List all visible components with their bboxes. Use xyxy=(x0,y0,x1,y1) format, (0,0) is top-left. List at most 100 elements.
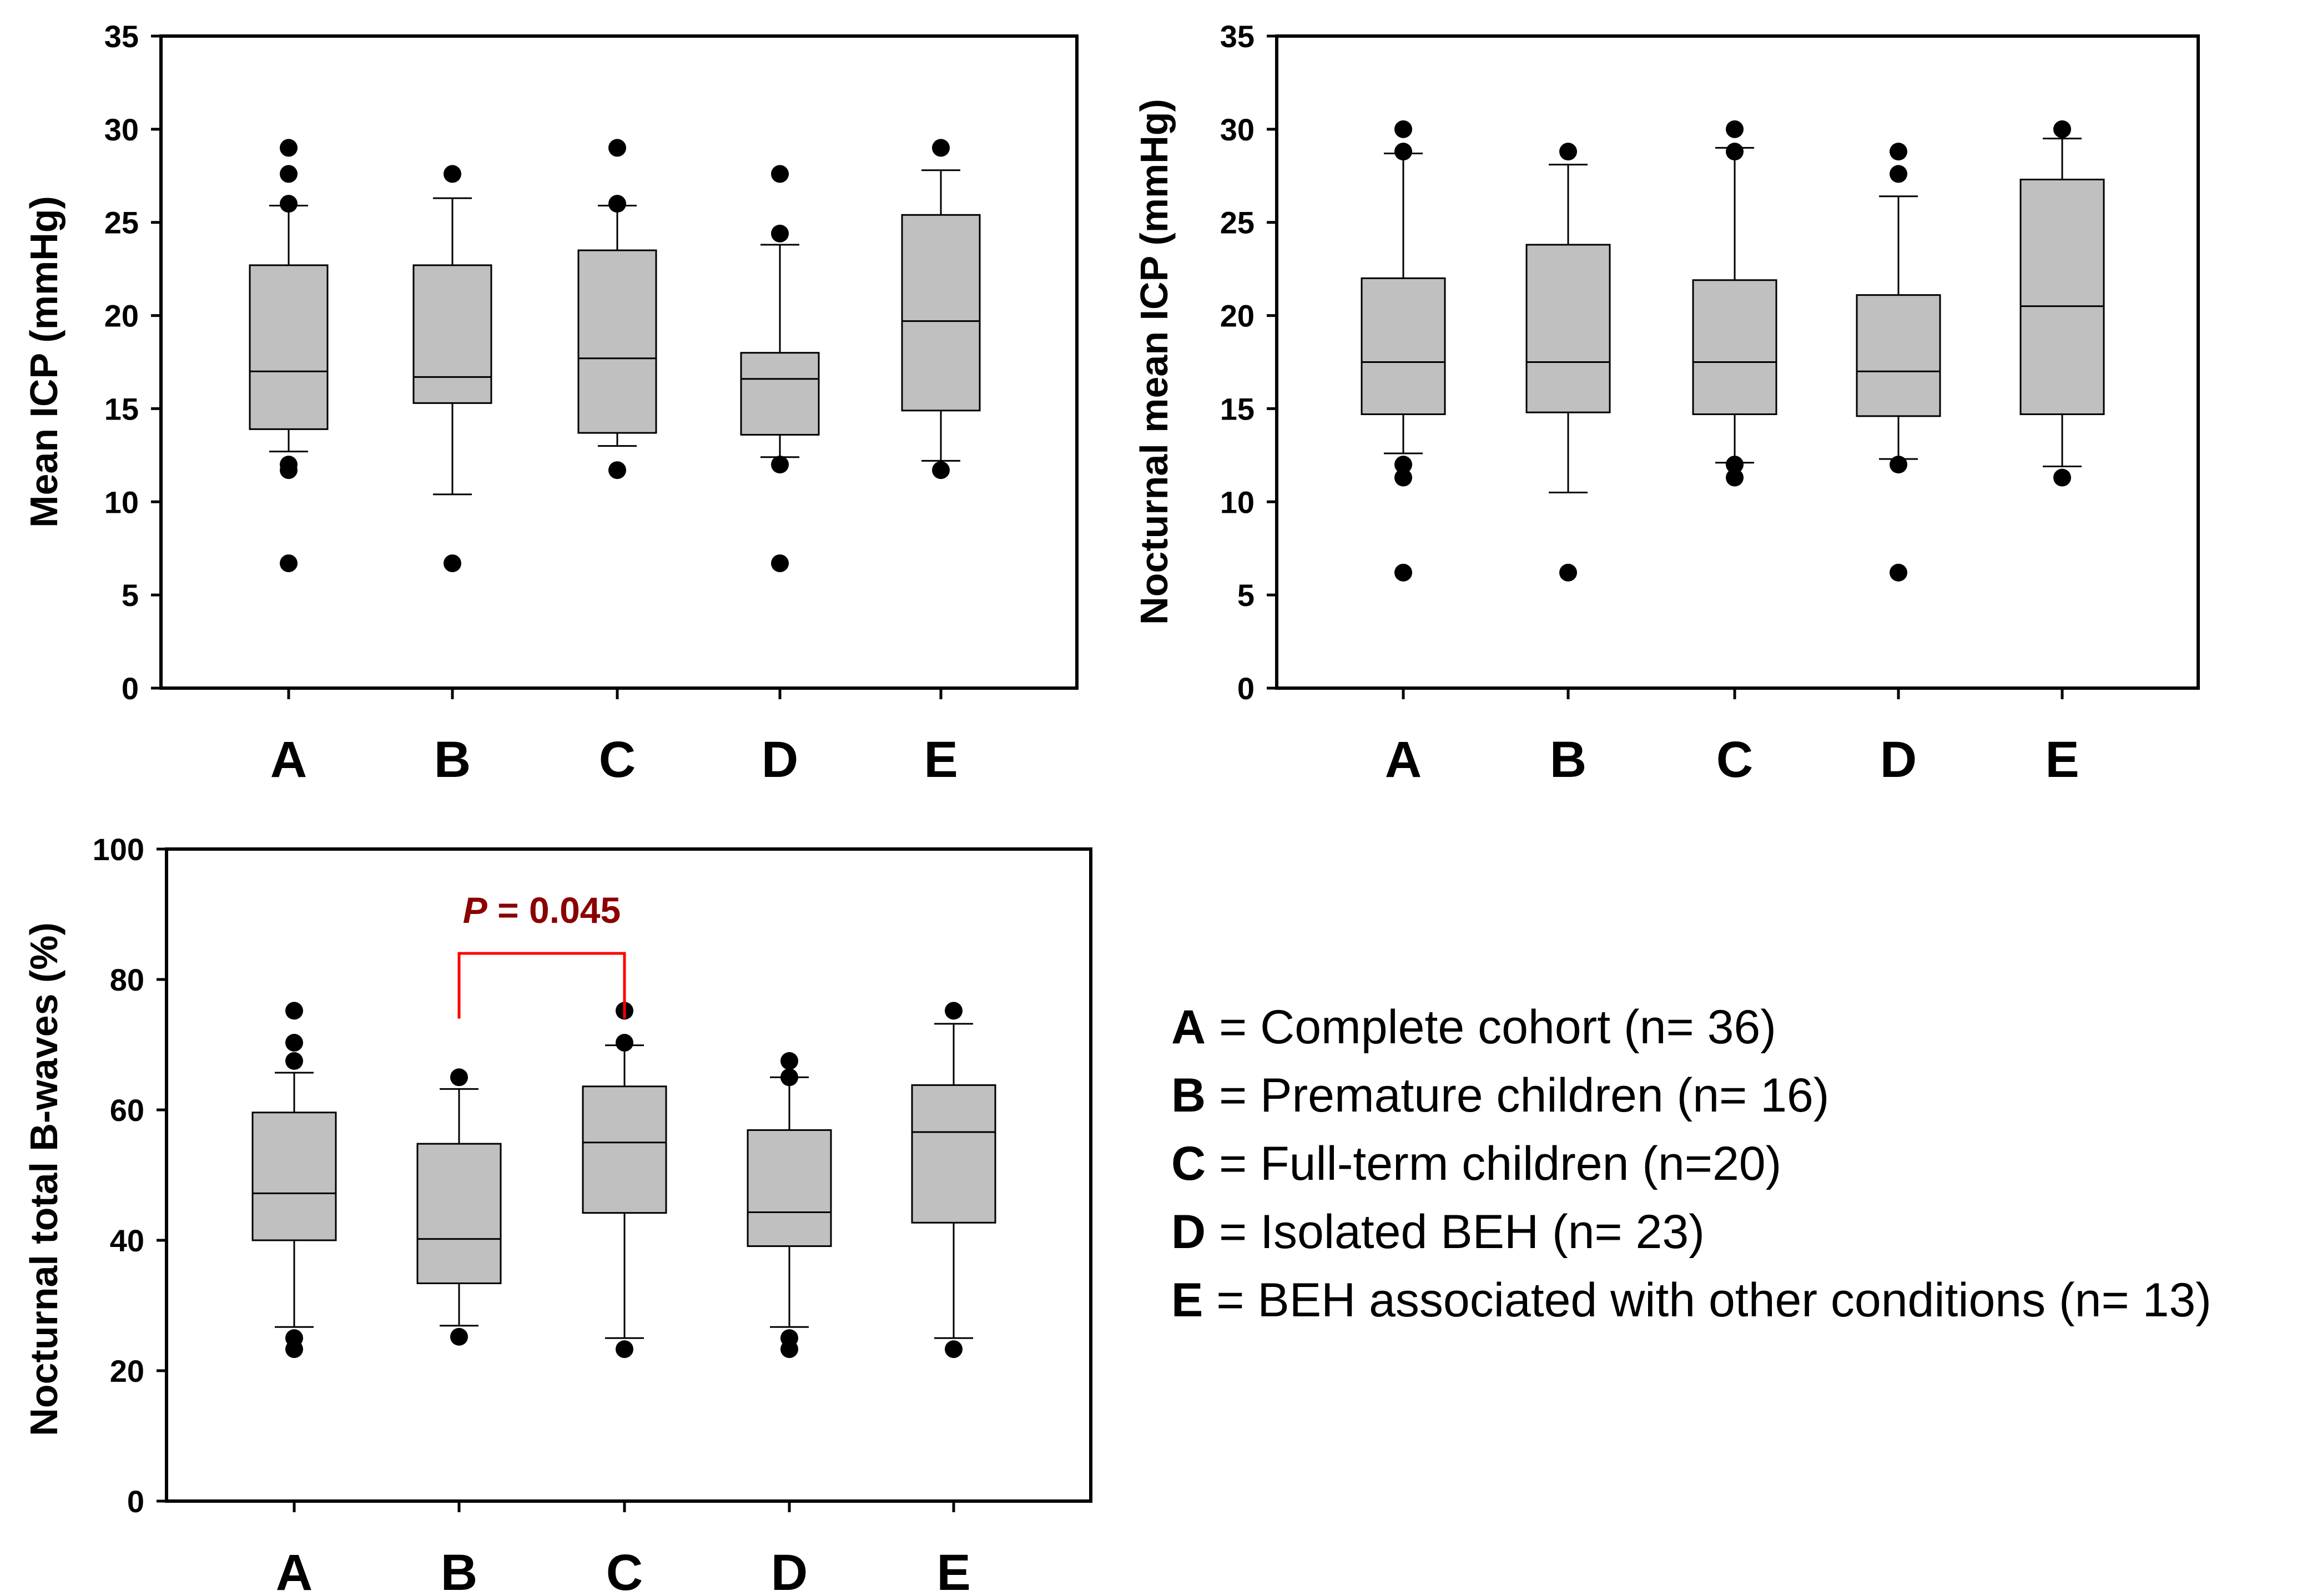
y-tick-label: 0 xyxy=(1237,671,1255,706)
x-tick-label: B xyxy=(434,731,471,788)
x-tick-label: E xyxy=(2045,731,2079,788)
box-b xyxy=(416,1143,502,1285)
outlier-point xyxy=(608,139,626,157)
outlier-point xyxy=(1394,563,1412,582)
box-b xyxy=(412,264,492,404)
outlier-point xyxy=(444,165,461,183)
y-tick-label: 20 xyxy=(1220,299,1255,334)
outlier-point xyxy=(280,554,298,573)
outlier-point xyxy=(1890,143,1907,161)
x-tick-label: D xyxy=(771,1544,808,1596)
x-tick-label: D xyxy=(762,731,798,788)
box-b xyxy=(1525,244,1611,413)
panel-mean-icp: 0 5 10 15 20 25 30 35 Mean ICP (mmHg) A B C D E xyxy=(22,19,1079,788)
y-tick-label: 5 xyxy=(122,578,139,613)
y-tick-label: 100 xyxy=(93,832,144,867)
outlier-point xyxy=(285,1033,303,1052)
outlier-point xyxy=(945,1340,963,1358)
outlier-point xyxy=(1726,120,1744,138)
outlier-point xyxy=(1394,143,1412,161)
outlier-point xyxy=(1394,468,1412,487)
outlier-point xyxy=(1726,456,1744,474)
y-tick-label: 80 xyxy=(110,962,144,997)
y-tick-label: 0 xyxy=(127,1484,144,1519)
box-c xyxy=(577,249,657,434)
x-tick-label: E xyxy=(924,731,958,788)
outlier-point xyxy=(285,1329,303,1347)
y-axis-label: Mean ICP (mmHg) xyxy=(22,196,66,528)
x-tick-label: B xyxy=(1550,731,1586,788)
outlier-point xyxy=(932,139,950,157)
outlier-point xyxy=(616,1340,633,1358)
outlier-point xyxy=(444,554,461,573)
y-tick-label: 10 xyxy=(1220,484,1255,519)
outlier-point xyxy=(780,1052,798,1070)
legend-item-b: B = Premature children (n= 16) xyxy=(1171,1069,1830,1122)
outlier-point xyxy=(285,1052,303,1070)
box-c xyxy=(582,1085,667,1214)
y-tick-label: 35 xyxy=(104,19,139,54)
significance-bracket xyxy=(457,952,626,1019)
outlier-point xyxy=(1394,120,1412,138)
box-e xyxy=(2019,179,2105,415)
y-tick-label: 30 xyxy=(1220,112,1255,147)
y-tick-label: 10 xyxy=(104,484,139,519)
outlier-point xyxy=(1394,456,1412,474)
plot-frame xyxy=(165,847,1092,1503)
x-tick-label: C xyxy=(599,731,636,788)
panel-nocturnal-b-waves: 0 20 40 60 80 100 Nocturnal total B-waves (%) A… xyxy=(22,832,1092,1596)
legend-item-c: C = Full-term children (n=20) xyxy=(1171,1137,1782,1190)
outlier-point xyxy=(608,195,626,213)
outlier-point xyxy=(608,461,626,479)
outlier-point xyxy=(771,224,789,243)
y-tick-label: 35 xyxy=(1220,19,1255,54)
x-tick-label: D xyxy=(1880,731,1917,788)
plot-frame xyxy=(159,34,1079,690)
box-a xyxy=(249,264,329,430)
y-axis-label: Nocturnal mean ICP (mmHg) xyxy=(1132,99,1176,625)
y-axis-label: Nocturnal total B-waves (%) xyxy=(22,922,66,1436)
panel-nocturnal-mean-icp: 0 5 10 15 20 25 30 35 Nocturnal mean ICP (mmHg) A… xyxy=(1132,19,2200,788)
outlier-point xyxy=(450,1327,468,1346)
outlier-point xyxy=(616,1033,633,1052)
outlier-point xyxy=(945,1002,963,1020)
x-tick-label: A xyxy=(276,1544,313,1596)
y-tick-label: 5 xyxy=(1237,578,1255,613)
y-tick-label: 20 xyxy=(110,1353,144,1388)
x-tick-label: C xyxy=(1716,731,1753,788)
box-e xyxy=(911,1084,996,1224)
y-tick-label: 15 xyxy=(1220,391,1255,426)
outlier-point xyxy=(280,195,298,213)
outlier-point xyxy=(771,554,789,573)
outlier-point xyxy=(1890,165,1907,183)
y-tick-label: 15 xyxy=(104,391,139,426)
plot-frame xyxy=(1275,34,2200,690)
y-tick-label: 25 xyxy=(104,205,139,240)
box-e xyxy=(901,214,981,412)
legend: A = Complete cohort (n= 36) B = Prematur… xyxy=(1171,993,2281,1335)
outlier-point xyxy=(780,1068,798,1087)
legend-item-a: A = Complete cohort (n= 36) xyxy=(1171,1001,1776,1054)
outlier-point xyxy=(280,165,298,183)
outlier-point xyxy=(1559,563,1577,582)
outlier-point xyxy=(1726,468,1744,487)
outlier-point xyxy=(780,1329,798,1347)
y-tick-label: 25 xyxy=(1220,205,1255,240)
outlier-point xyxy=(771,456,789,474)
x-tick-label: E xyxy=(936,1544,970,1596)
outlier-point xyxy=(932,461,950,479)
outlier-point xyxy=(450,1068,468,1087)
y-tick-label: 20 xyxy=(104,299,139,334)
significance-label: P = 0.045 xyxy=(463,890,621,931)
outlier-point xyxy=(2053,468,2071,487)
outlier-point xyxy=(280,139,298,157)
legend-item-d: D = Isolated BEH (n= 23) xyxy=(1171,1205,1705,1259)
outlier-point xyxy=(280,456,298,474)
outlier-point xyxy=(1726,143,1744,161)
outlier-point xyxy=(285,1002,303,1020)
box-d xyxy=(1856,294,1941,417)
x-tick-label: A xyxy=(1385,731,1422,788)
box-d xyxy=(740,352,820,436)
x-tick-label: B xyxy=(441,1544,477,1596)
